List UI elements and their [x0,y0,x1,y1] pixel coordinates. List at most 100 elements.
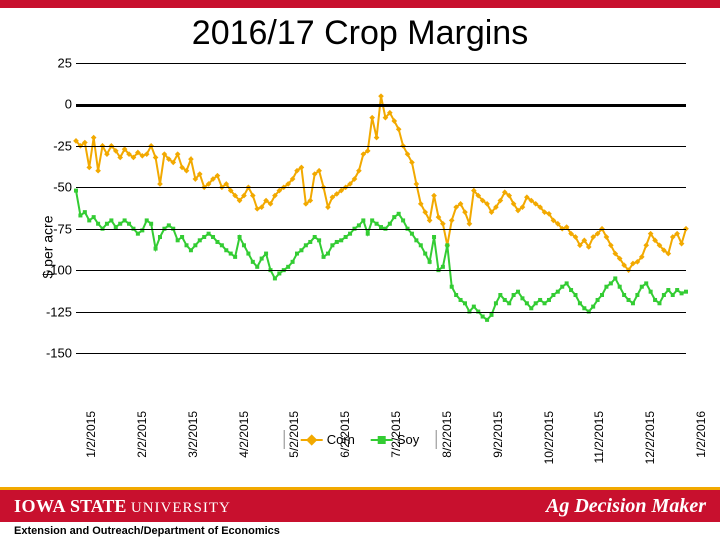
series-marker [401,218,405,222]
series-marker [640,285,644,289]
series-marker [431,193,437,199]
series-marker [95,168,101,174]
series-marker [627,298,631,302]
series-marker [454,293,458,297]
series-marker [344,235,348,239]
series-marker [459,298,463,302]
logo-iowa: IOWA [14,496,70,516]
series-marker [211,235,215,239]
series-marker [313,235,317,239]
series-marker [145,218,149,222]
series-marker [157,181,163,187]
series-marker [600,293,604,297]
top-red-bar [0,0,720,8]
series-marker [618,285,622,289]
series-marker [207,232,211,236]
logo-university: UNIVERSITY [131,500,231,516]
series-marker [450,285,454,289]
series-marker [560,285,564,289]
series-marker [543,301,547,305]
series-marker [308,240,312,244]
series-marker [609,281,613,285]
series-marker [86,165,92,171]
series-marker [649,290,653,294]
series-marker [569,288,573,292]
series-marker [123,218,127,222]
series-marker [167,223,171,227]
series-marker [246,252,250,256]
series-line-soy [76,191,686,320]
series-marker [317,238,321,242]
series-marker [136,232,140,236]
series-marker [188,156,194,162]
series-marker [414,181,420,187]
series-marker [118,222,122,226]
page-title: 2016/17 Crop Margins [0,8,720,57]
series-marker [392,215,396,219]
x-tick-label: 8/2/2015 [440,411,454,471]
grid-line [76,353,686,354]
series-marker [83,210,87,214]
series-marker [251,260,255,264]
footer-bottom-bar: Extension and Outreach/Department of Eco… [0,522,720,540]
series-marker [494,301,498,305]
series-marker [662,293,666,297]
x-tick-label: 1/2/2015 [84,411,98,471]
x-tick-label: 11/2/2015 [592,411,606,471]
series-marker [322,255,326,259]
series-marker [520,296,524,300]
series-marker [189,248,193,252]
series-marker [260,257,264,261]
series-marker [105,222,109,226]
series-marker [498,293,502,297]
series-marker [578,301,582,305]
x-tick-label: 3/2/2015 [186,411,200,471]
x-tick-label: 10/2/2015 [542,411,556,471]
series-marker [622,293,626,297]
y-tick-label: -50 [40,180,72,195]
legend-marker-soy [378,436,386,444]
series-marker [675,288,679,292]
plot-region [76,63,686,353]
series-marker [348,232,352,236]
series-marker [582,306,586,310]
series-marker [193,243,197,247]
legend-marker-corn [306,434,317,445]
series-marker [224,248,228,252]
y-tick-label: -25 [40,138,72,153]
series-marker [397,212,401,216]
series-marker [423,252,427,256]
y-tick-label: -100 [40,263,72,278]
series-marker [485,318,489,322]
series-marker [666,288,670,292]
series-marker [631,301,635,305]
series-marker [653,298,657,302]
series-marker [556,290,560,294]
series-marker [291,260,295,264]
series-marker [369,115,375,121]
grid-line [76,229,686,230]
series-marker [551,293,555,297]
series-marker [299,248,303,252]
university-logo: IOWA STATE UNIVERSITY [14,496,231,517]
series-marker [233,255,237,259]
series-marker [330,243,334,247]
series-marker [304,243,308,247]
series-marker [503,298,507,302]
series-marker [374,135,380,141]
series-marker [481,315,485,319]
series-marker [92,215,96,219]
series-marker [441,265,445,269]
series-marker [529,306,533,310]
series-marker [326,252,330,256]
series-marker [198,238,202,242]
series-marker [644,281,648,285]
series-marker [127,222,131,226]
y-tick-label: -125 [40,304,72,319]
series-marker [202,235,206,239]
series-marker [679,241,685,247]
series-marker [91,135,97,141]
series-marker [370,218,374,222]
series-marker [325,204,331,210]
series-marker [414,238,418,242]
